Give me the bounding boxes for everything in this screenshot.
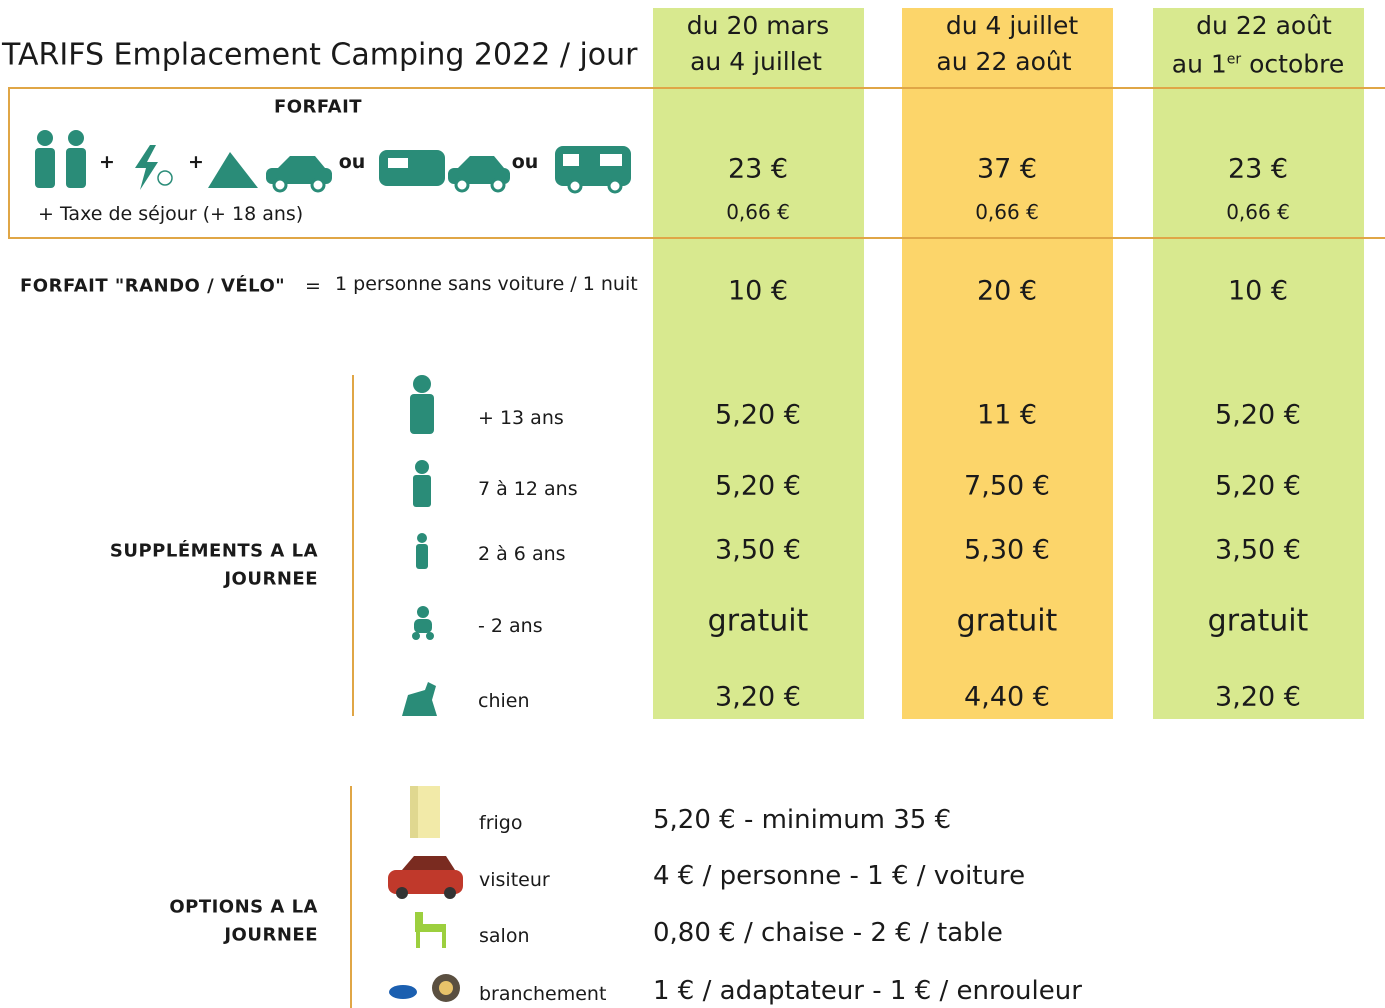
option-icons xyxy=(388,786,463,1002)
row-label: branchement xyxy=(479,983,606,1005)
price: 5,20 € xyxy=(715,400,801,431)
row-label: salon xyxy=(479,925,530,947)
period-from: du 4 juillet xyxy=(946,8,1078,44)
price: 3,20 € xyxy=(715,682,801,713)
price: 10 € xyxy=(728,276,788,307)
rando-description: 1 personne sans voiture / 1 nuit xyxy=(335,273,638,295)
option-price: 0,80 € / chaise - 2 € / table xyxy=(653,918,1003,948)
price: 5,20 € xyxy=(1215,400,1301,431)
option-price: 1 € / adaptateur - 1 € / enrouleur xyxy=(653,976,1082,1006)
section-label: JOURNEE xyxy=(224,569,318,590)
connector: ou xyxy=(339,151,366,173)
section-label: JOURNEE xyxy=(224,925,318,946)
row-label: frigo xyxy=(479,812,522,834)
price: gratuit xyxy=(957,604,1058,639)
page: {"title": "TARIFS Emplacement Camping 20… xyxy=(0,0,1385,1008)
title: TARIFS Emplacement Camping 2022 / jour xyxy=(2,38,638,73)
tax-price: 0,66 € xyxy=(975,200,1039,224)
period-to-text: au 1 xyxy=(1172,50,1227,79)
section-label: SUPPLÉMENTS A LA xyxy=(110,541,318,562)
tax-price: 0,66 € xyxy=(1226,200,1290,224)
period-to: au 4 juillet xyxy=(690,44,822,80)
period-from: du 22 août xyxy=(1196,8,1332,44)
connector: + xyxy=(99,151,115,173)
price: 5,20 € xyxy=(1215,471,1301,502)
rando-label: FORFAIT "RANDO / VÉLO" xyxy=(20,276,285,297)
price: 11 € xyxy=(977,400,1037,431)
period-to: au 22 août xyxy=(936,44,1071,80)
price: gratuit xyxy=(708,604,809,639)
price: 7,50 € xyxy=(964,471,1050,502)
connector: + xyxy=(188,151,204,173)
row-label: 7 à 12 ans xyxy=(478,478,578,500)
price: 5,20 € xyxy=(715,471,801,502)
forfait-label: FORFAIT xyxy=(274,97,362,118)
tax-label: + Taxe de séjour (+ 18 ans) xyxy=(38,203,303,225)
connector: ou xyxy=(512,151,539,173)
period-to: au 1er octobre xyxy=(1172,41,1344,82)
equals: = xyxy=(305,275,321,297)
price: 10 € xyxy=(1228,276,1288,307)
price: 3,20 € xyxy=(1215,682,1301,713)
row-label: chien xyxy=(478,690,530,712)
price: 3,50 € xyxy=(1215,535,1301,566)
row-label: + 13 ans xyxy=(478,407,564,429)
price: 23 € xyxy=(1228,154,1288,185)
price: 37 € xyxy=(977,154,1037,185)
section-label: OPTIONS A LA xyxy=(169,897,318,918)
price: 5,30 € xyxy=(964,535,1050,566)
price: 4,40 € xyxy=(964,682,1050,713)
tax-price: 0,66 € xyxy=(726,200,790,224)
period-to-text: octobre xyxy=(1241,50,1344,79)
price: 3,50 € xyxy=(715,535,801,566)
price: gratuit xyxy=(1208,604,1309,639)
option-price: 4 € / personne - 1 € / voiture xyxy=(653,861,1025,891)
superscript: er xyxy=(1227,51,1241,67)
price: 23 € xyxy=(728,154,788,185)
period-from: du 20 mars xyxy=(687,8,829,44)
row-label: 2 à 6 ans xyxy=(478,543,566,565)
option-price: 5,20 € - minimum 35 € xyxy=(653,805,951,835)
decorations xyxy=(0,0,1385,1008)
row-label: - 2 ans xyxy=(478,615,543,637)
row-label: visiteur xyxy=(479,869,550,891)
price: 20 € xyxy=(977,276,1037,307)
